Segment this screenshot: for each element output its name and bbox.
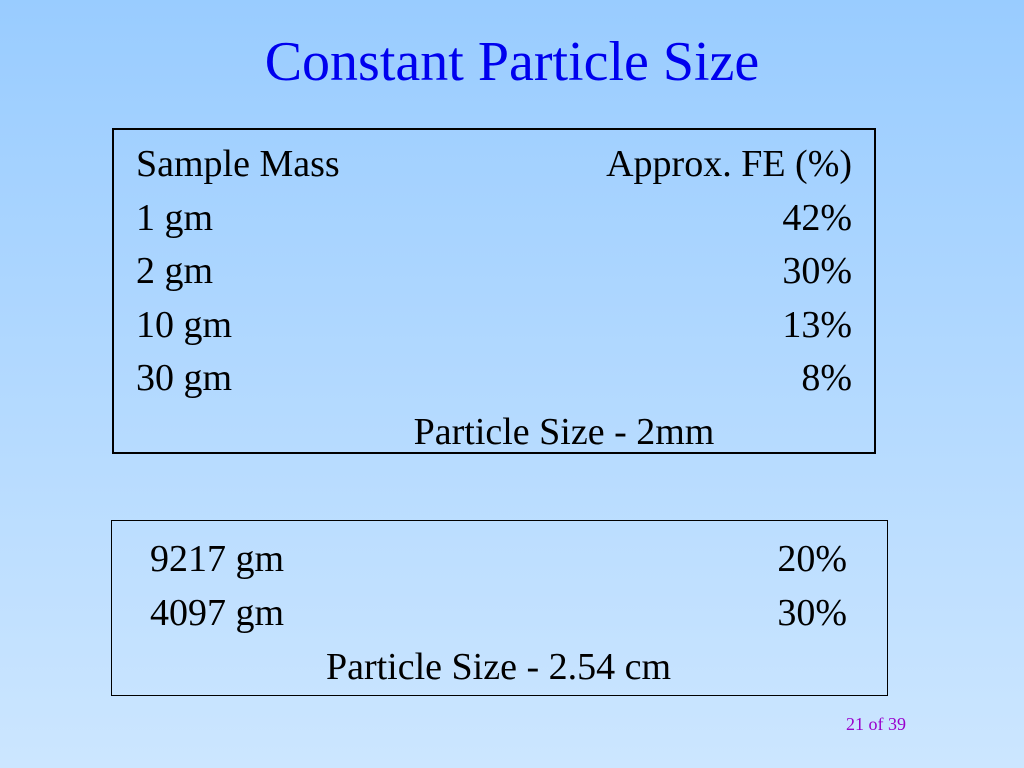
row: 1 gm 42% [136, 192, 852, 246]
cell: 30% [777, 592, 847, 634]
cell: 13% [782, 303, 852, 346]
cell: 8% [801, 357, 852, 399]
table: 9217 gm 20% 4097 gm 30% Particle Size - 2.54… [111, 520, 888, 696]
cell: 30 gm [136, 357, 233, 399]
row: 9217 gm 20% [150, 533, 847, 587]
cell: 10 gm [136, 303, 233, 346]
caption: Particle Size - 2mm [413, 410, 715, 453]
title: Constant Particle Size [264, 31, 760, 93]
cell: 30% [782, 250, 852, 292]
row: 4097 gm 30% [150, 587, 847, 641]
cell: 2 gm [136, 250, 214, 292]
table: Sample Mass Approx. FE (%) 1 gm 42% 2 gm 30% 1… [112, 128, 876, 454]
cell: 1 gm [136, 196, 214, 239]
caption: Particle Size - 2.54 cm [325, 646, 672, 688]
cell: 42% [782, 196, 852, 239]
row: 2 gm 30% [136, 245, 852, 299]
row: 10 gm 13% [136, 299, 852, 353]
cell: 20% [777, 538, 847, 580]
cell: 4097 gm [150, 592, 285, 634]
row: 30 gm 8% [136, 352, 852, 406]
header-cell: Sample Mass [136, 143, 340, 185]
header-row: Sample Mass Approx. FE (%) [136, 138, 852, 192]
header-cell: Approx. FE (%) [606, 143, 852, 185]
cell: 9217 gm [150, 538, 285, 580]
page-number: 21 of 39 [846, 714, 906, 734]
